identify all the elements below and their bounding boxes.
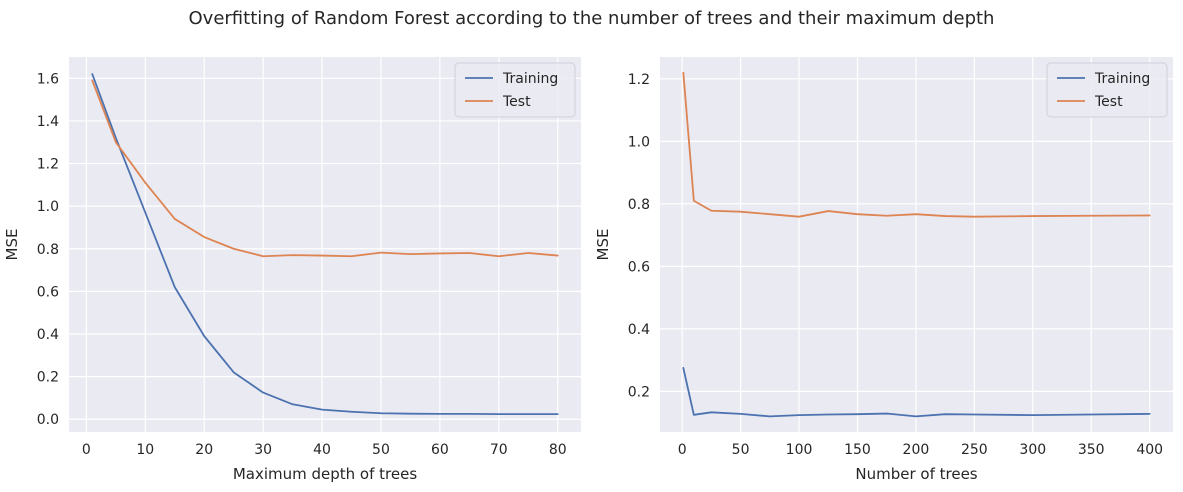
- y-tick-label: 0.2: [37, 370, 59, 386]
- x-tick-label: 40: [313, 442, 331, 458]
- x-tick-label: 60: [431, 442, 449, 458]
- legend: Training Test: [454, 62, 576, 118]
- trees-chart: 0 50 100 150 200 250 300 350 400 0.2 0.4 0.6 0.8 1.0 1…: [594, 57, 1173, 483]
- y-tick-label: 1.6: [37, 71, 59, 87]
- series-line-training: [91, 73, 559, 416]
- y-tick-label: 1.0: [628, 134, 650, 150]
- y-tick-label: 1.2: [628, 72, 650, 88]
- y-tick-label: 0.6: [628, 259, 650, 275]
- y-tick-label: 0.4: [628, 322, 650, 338]
- series-line-test: [91, 79, 559, 258]
- x-tick-label: 200: [903, 442, 930, 458]
- legend-label: Test: [1094, 94, 1123, 110]
- y-tick-label: 1.4: [37, 114, 59, 130]
- x-tick-label: 300: [1019, 442, 1046, 458]
- x-tick-label: 80: [549, 442, 567, 458]
- x-tick-label: 350: [1078, 442, 1105, 458]
- legend-label: Training: [1094, 71, 1150, 87]
- y-tick-label: 0.8: [628, 197, 650, 213]
- x-axis-label: Number of trees: [855, 465, 977, 483]
- x-tick-label: 20: [195, 442, 213, 458]
- x-tick-label: 50: [732, 442, 750, 458]
- legend-box: [1046, 62, 1168, 118]
- x-tick-label: 50: [372, 442, 390, 458]
- x-tick-label: 150: [844, 442, 871, 458]
- plot-area: [69, 57, 581, 432]
- x-tick-label: 70: [490, 442, 508, 458]
- x-axis-label: Maximum depth of trees: [233, 465, 418, 483]
- legend-label: Training: [502, 71, 558, 87]
- series-line-training: [682, 367, 1151, 418]
- y-tick-label: 0.6: [37, 284, 59, 300]
- x-tick-label: 250: [961, 442, 988, 458]
- legend-label: Test: [502, 94, 531, 110]
- y-tick-label: 0.4: [37, 327, 59, 343]
- y-axis-label: MSE: [594, 229, 612, 261]
- y-tick-label: 1.2: [37, 157, 59, 173]
- y-tick-label: 0.0: [37, 412, 59, 428]
- y-axis-label: MSE: [3, 229, 21, 261]
- x-tick-label: 0: [678, 442, 687, 458]
- legend-box: [454, 62, 576, 118]
- series-line-test: [682, 71, 1151, 218]
- legend: Training Test: [1046, 62, 1168, 118]
- figure-suptitle: Overfitting of Random Forest according t…: [189, 8, 995, 29]
- y-tick-label: 0.2: [628, 384, 650, 400]
- x-tick-label: 400: [1136, 442, 1163, 458]
- y-tick-label: 0.8: [37, 242, 59, 258]
- y-tick-label: 1.0: [37, 199, 59, 215]
- depth-chart: 0 10 20 30 40 50 60 70 80 0.0 0.2 0.4 0.6 0.8 1.0 1.2 1.…: [3, 57, 581, 483]
- x-tick-label: 0: [82, 442, 91, 458]
- x-tick-label: 100: [786, 442, 813, 458]
- x-tick-label: 10: [136, 442, 154, 458]
- x-tick-label: 30: [254, 442, 272, 458]
